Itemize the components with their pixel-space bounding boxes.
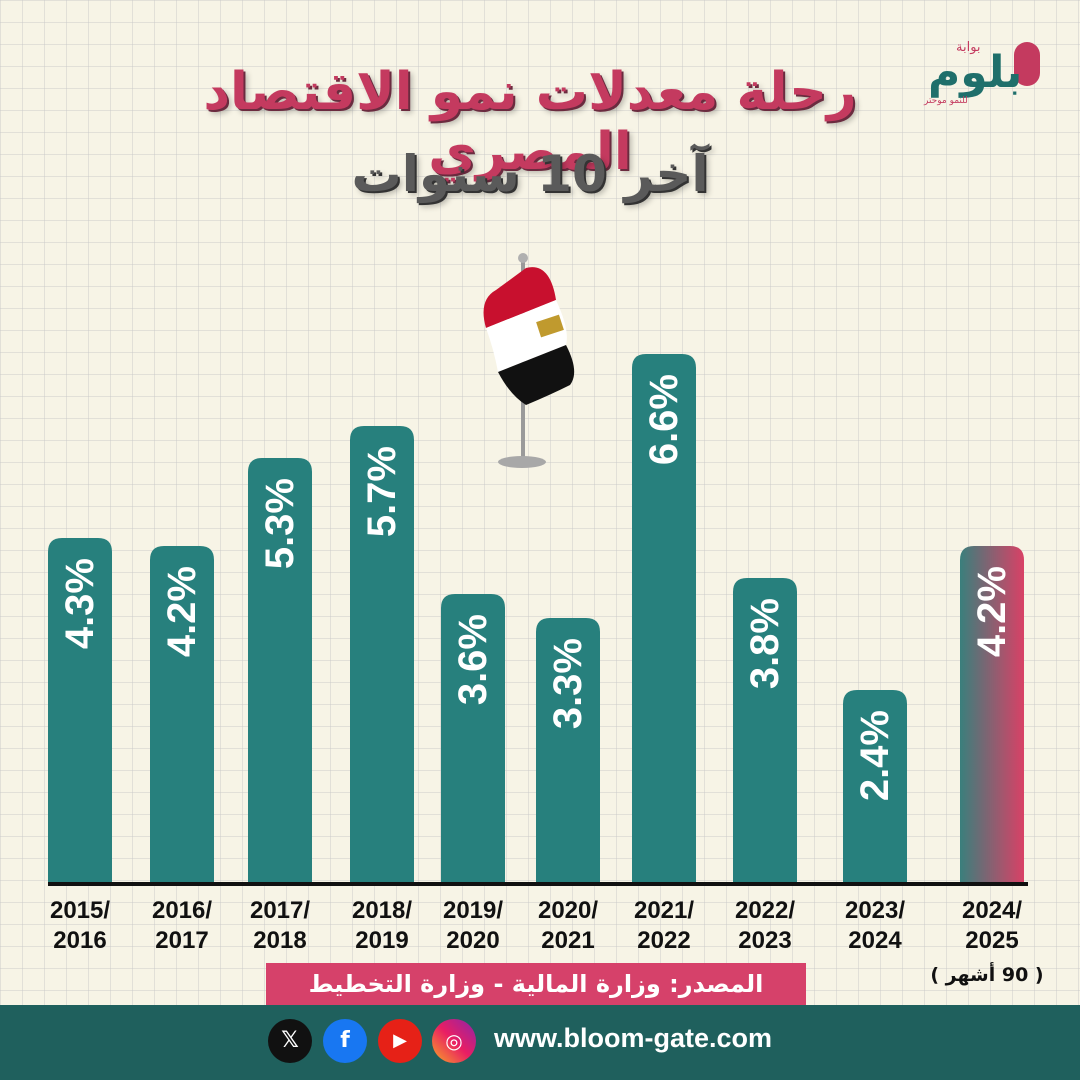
footer-bar — [0, 1005, 1080, 1080]
x-tick-label-5-1: 2021 — [541, 927, 594, 954]
x-tick-label-1-0: 2016/ — [152, 897, 212, 924]
x-tick-label-8-1: 2024 — [848, 927, 902, 954]
youtube-icon[interactable]: ▶ — [378, 1019, 422, 1063]
logo-tagline: للنمو موحتر — [924, 96, 968, 106]
bar-9 — [960, 546, 1024, 882]
bar-8 — [843, 690, 907, 882]
bar-3 — [350, 426, 414, 882]
x-tick-label-2-1: 2018 — [253, 927, 306, 954]
x-tick-label-9-1: 2025 — [965, 927, 1018, 954]
page-title-line2: آخر 10 سنوات — [351, 145, 709, 203]
logo-brand: بلوم — [928, 47, 1023, 98]
period-note: ( 90 أشهر ) — [930, 964, 1044, 986]
x-tick-label-1-1: 2017 — [155, 927, 208, 954]
bar-2 — [248, 458, 312, 882]
x-tick-label-7-1: 2023 — [738, 927, 791, 954]
instagram-icon[interactable]: ◎ — [432, 1019, 476, 1063]
bar-value-label-8: 2.4% — [853, 710, 897, 801]
x-tick-label-7-0: 2022/ — [735, 897, 795, 924]
brand-logo[interactable]: بوابة بلوم للنمو موحتر — [918, 40, 1048, 120]
bar-value-label-2: 5.3% — [258, 478, 302, 569]
x-tick-label-9-0: 2024/ — [962, 897, 1022, 924]
facebook-icon[interactable]: f — [323, 1019, 367, 1063]
bar-5 — [536, 618, 600, 882]
microphone-icon — [1014, 42, 1040, 86]
x-tick-label-2-0: 2017/ — [250, 897, 310, 924]
x-tick-label-3-0: 2018/ — [352, 897, 412, 924]
x-tick-label-6-1: 2022 — [637, 927, 690, 954]
page-title-line1: رحلة معدلات نمو الاقتصاد المصري — [203, 62, 857, 182]
x-tick-label-5-0: 2020/ — [538, 897, 598, 924]
bar-value-label-7: 3.8% — [743, 598, 787, 689]
bar-value-label-3: 5.7% — [360, 446, 404, 537]
x-tick-label-6-0: 2021/ — [634, 897, 694, 924]
bar-1 — [150, 546, 214, 882]
bar-value-label-0: 4.3% — [58, 558, 102, 649]
x-icon[interactable]: 𝕏 — [268, 1019, 312, 1063]
x-tick-label-4-0: 2019/ — [443, 897, 503, 924]
bar-4 — [441, 594, 505, 882]
bar-7 — [733, 578, 797, 882]
logo-prefix: بوابة — [956, 40, 981, 55]
x-tick-label-0-0: 2015/ — [50, 897, 110, 924]
egypt-flag-icon — [483, 253, 575, 468]
bar-value-label-1: 4.2% — [160, 566, 204, 657]
website-link[interactable]: www.bloom-gate.com — [494, 1023, 773, 1053]
bar-value-label-6: 6.6% — [642, 374, 686, 465]
x-tick-label-8-0: 2023/ — [845, 897, 905, 924]
source-label: المصدر: وزارة المالية - وزارة التخطيط — [266, 963, 806, 1005]
bar-value-label-4: 3.6% — [451, 614, 495, 705]
x-tick-label-3-1: 2019 — [355, 927, 408, 954]
bar-0 — [48, 538, 112, 882]
bar-6 — [632, 354, 696, 882]
bar-value-label-5: 3.3% — [546, 638, 590, 729]
bar-value-label-9: 4.2% — [970, 566, 1014, 657]
x-tick-label-0-1: 2016 — [53, 927, 106, 954]
x-tick-label-4-1: 2020 — [446, 927, 499, 954]
